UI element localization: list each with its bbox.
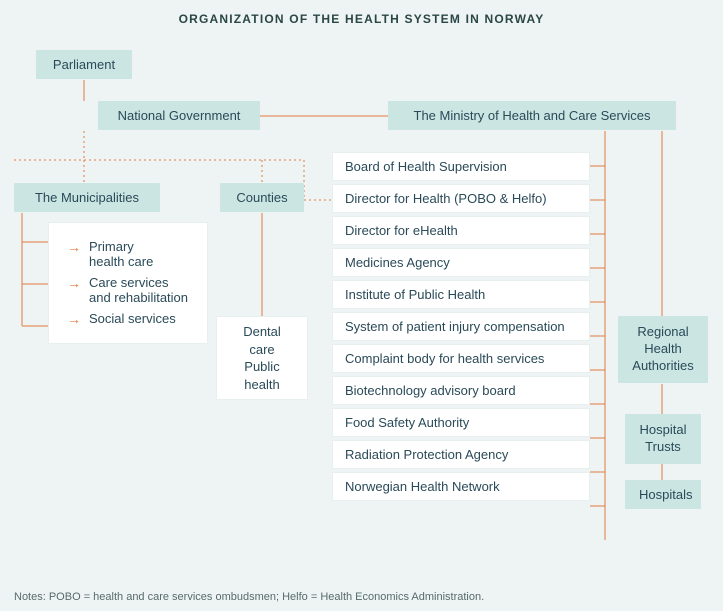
counties-sub-line: Public health — [231, 358, 293, 393]
ministry-agency-item: Director for eHealth — [332, 216, 590, 245]
ministry-agency-item: Norwegian Health Network — [332, 472, 590, 501]
node-parliament: Parliament — [36, 50, 132, 79]
municipality-service-item: → Primaryhealth care — [59, 239, 193, 269]
counties-sub-line: Dental care — [231, 323, 293, 358]
arrow-right-icon: → — [59, 239, 81, 255]
service-label: Care servicesand rehabilitation — [89, 275, 188, 305]
service-label: Primaryhealth care — [89, 239, 153, 269]
node-regional-health-authorities: RegionalHealthAuthorities — [618, 316, 708, 383]
municipality-services-box: → Primaryhealth care → Care servicesand reh… — [48, 222, 208, 344]
municipality-service-item: → Social services — [59, 311, 193, 327]
ministry-agencies-list: Board of Health Supervision Director for… — [332, 152, 590, 504]
counties-sub-box: Dental carePublic health — [216, 316, 308, 400]
ministry-agency-item: Institute of Public Health — [332, 280, 590, 309]
ministry-agency-item: Biotechnology advisory board — [332, 376, 590, 405]
ministry-agency-item: Director for Health (POBO & Helfo) — [332, 184, 590, 213]
node-hospitals: Hospitals — [625, 480, 701, 509]
ministry-agency-item: Food Safety Authority — [332, 408, 590, 437]
node-ministry: The Ministry of Health and Care Services — [388, 101, 676, 130]
node-municipalities: The Municipalities — [14, 183, 160, 212]
node-national-government: National Government — [98, 101, 260, 130]
node-counties: Counties — [220, 183, 304, 212]
ministry-agency-item: System of patient injury compensation — [332, 312, 590, 341]
arrow-right-icon: → — [59, 311, 81, 327]
municipality-service-item: → Care servicesand rehabilitation — [59, 275, 193, 305]
ministry-agency-item: Radiation Protection Agency — [332, 440, 590, 469]
ministry-agency-item: Complaint body for health services — [332, 344, 590, 373]
footnote: Notes: POBO = health and care services o… — [14, 591, 484, 603]
ministry-agency-item: Board of Health Supervision — [332, 152, 590, 181]
diagram-title: ORGANIZATION OF THE HEALTH SYSTEM IN NOR… — [0, 0, 723, 40]
service-label: Social services — [89, 311, 176, 326]
node-hospital-trusts: HospitalTrusts — [625, 414, 701, 464]
arrow-right-icon: → — [59, 275, 81, 291]
ministry-agency-item: Medicines Agency — [332, 248, 590, 277]
